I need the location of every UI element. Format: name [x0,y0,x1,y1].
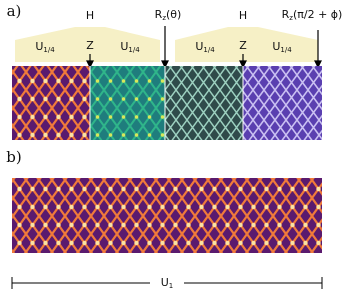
label-part: Z [239,39,247,52]
panel-label: a) [7,2,22,20]
label-part: U [35,40,43,53]
heatmap [12,178,322,253]
heatmap [12,66,90,140]
label-part: Z [86,39,94,52]
rotation-label: Rz(π/2 + ϕ) [282,8,343,22]
gate-block [15,27,160,62]
label-part: U [272,40,280,53]
label-part: U [120,40,128,53]
label-part: R [155,8,163,21]
label-part: (π/2 + ϕ) [293,8,342,21]
separators [89,66,244,140]
arrow-head [86,60,94,69]
scale-bar [11,277,323,289]
subscript: 1/4 [203,46,215,54]
gate-label: U1/4 [35,40,55,54]
gate-label: Z [239,39,247,52]
gate-label: U1/4 [272,40,292,54]
subscript: z [289,14,293,22]
gate-label: U1/4 [120,40,140,54]
subscript: 1/4 [43,46,55,54]
arrows [86,26,322,69]
strip-a [12,66,322,140]
scale-label: U1 [161,276,174,290]
arrow-head [239,60,247,69]
heatmap [90,66,165,140]
label-part: H [239,9,247,22]
subscript: 1 [169,282,173,290]
gate-shapes [15,27,318,62]
subscript: 1/4 [280,46,292,54]
arrow-head [161,60,169,69]
gate-block [175,27,318,62]
label-part: (θ) [166,8,181,21]
rotation-label: Rz(θ) [155,8,182,22]
label-part: H [86,9,94,22]
gate-label: H [86,9,94,22]
gate-label: H [239,9,247,22]
label-part: U [195,40,203,53]
label-part: U [161,276,169,289]
label-part: b) [6,148,21,166]
panel-label: b) [6,148,21,166]
heatmap [243,66,322,140]
gate-label: U1/4 [195,40,215,54]
label-part: a) [7,2,22,20]
label-part: R [282,8,290,21]
subscript: z [162,14,166,22]
subscript: 1/4 [128,46,140,54]
arrow-head [314,60,322,69]
gate-label: Z [86,39,94,52]
heatmap [165,66,243,140]
strip-b [12,178,322,253]
